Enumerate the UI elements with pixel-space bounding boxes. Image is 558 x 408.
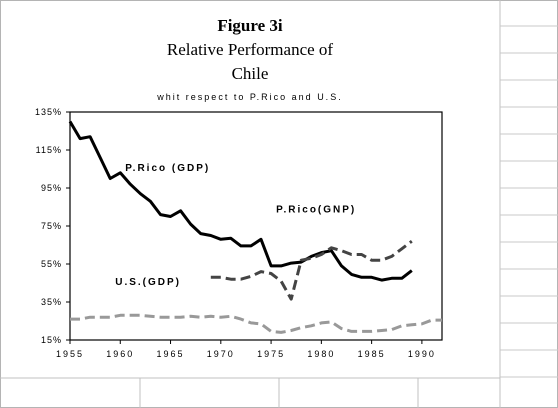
x-tick-label: 1985 (358, 349, 386, 359)
series-line (210, 240, 413, 301)
y-tick-label: 35% (41, 297, 62, 307)
y-tick-label: 115% (36, 145, 62, 155)
x-tick-label: 1980 (307, 349, 335, 359)
axes: 1955 1960 1965 1970 1975 1980 1985 1990 15% 35% 55… (35, 107, 436, 359)
chart-title-line2: Chile (231, 64, 269, 83)
x-tick-label: 1975 (257, 349, 285, 359)
chart-subtitle: whit respect to P.Rico and U.S. (157, 92, 343, 102)
series-label: P.Rico (GDP) (125, 163, 210, 174)
chart-title-line1: Relative Performance of (166, 40, 334, 59)
x-tick-label: 1955 (56, 349, 84, 359)
series-line (70, 313, 442, 334)
x-tick-label: 1990 (408, 349, 436, 359)
plot-area (69, 111, 443, 341)
y-tick-label: 75% (41, 221, 62, 231)
series-label: U.S.(GDP) (115, 277, 181, 288)
y-tick-label: 55% (41, 259, 62, 269)
gridline-decor (500, 25, 558, 378)
series-line (68, 120, 413, 282)
x-tick-label: 1960 (106, 349, 134, 359)
series-label: P.Rico(GNP) (276, 205, 356, 216)
figure-number: Figure 3i (217, 16, 283, 35)
series-labels: P.Rico (GDP) P.Rico(GNP) U.S.(GDP) (115, 163, 356, 288)
y-tick-label: 15% (41, 335, 62, 345)
x-tick-label: 1970 (207, 349, 235, 359)
x-tick-label: 1965 (157, 349, 185, 359)
y-tick-label: 135% (35, 107, 62, 117)
y-tick-label: 95% (41, 183, 62, 193)
series-group (68, 120, 442, 334)
